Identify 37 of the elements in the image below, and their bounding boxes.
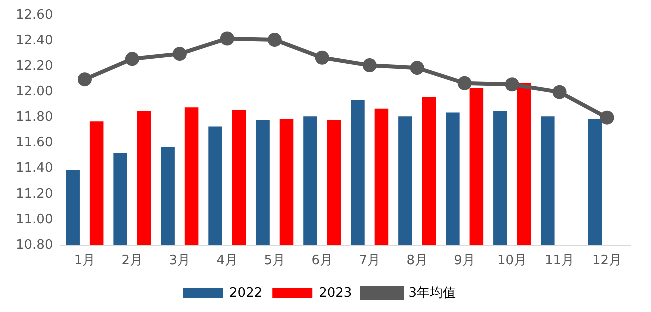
x-tick-label: 3月 [169, 254, 191, 269]
legend-label: 2023 [319, 286, 352, 301]
x-tick-label: 1月 [74, 254, 96, 269]
point [125, 52, 140, 66]
x-tick-label: 5月 [264, 254, 286, 269]
point [78, 72, 92, 87]
point [600, 110, 614, 125]
point [552, 85, 567, 100]
y-tick-label: 11.60 [16, 136, 54, 151]
x-tick-label: 12月 [592, 254, 622, 269]
y-tick-label: 12.40 [16, 34, 54, 49]
point [172, 47, 187, 62]
x-tick-label: 11月 [545, 254, 575, 269]
point [268, 33, 282, 48]
point [315, 50, 330, 65]
y-tick-label: 12.60 [16, 8, 54, 24]
y-tick-label: 11.00 [16, 212, 54, 228]
y-tick-label: 10.80 [16, 238, 54, 253]
x-tick-label: 10月 [498, 254, 528, 269]
point [220, 32, 234, 46]
y-tick-label: 12.20 [16, 59, 54, 74]
x-tick-label: 6月 [312, 254, 334, 269]
legend-label: 2022 [230, 286, 263, 301]
point [505, 78, 520, 92]
y-tick-label: 11.40 [16, 161, 54, 176]
y-tick-label: 12.00 [16, 84, 54, 100]
point [458, 76, 472, 90]
x-tick-label: 7月 [359, 254, 380, 269]
x-tick-label: 9月 [454, 254, 476, 269]
point [362, 58, 377, 73]
y-tick-label: 11.20 [16, 186, 54, 202]
point [410, 61, 424, 76]
y-tick-label: 11.80 [16, 110, 54, 126]
x-tick-label: 8月 [406, 254, 428, 269]
legend-label: 3年均值 [408, 286, 456, 301]
x-tick-label: 4月 [216, 254, 238, 269]
x-tick-label: 2月 [122, 254, 144, 269]
